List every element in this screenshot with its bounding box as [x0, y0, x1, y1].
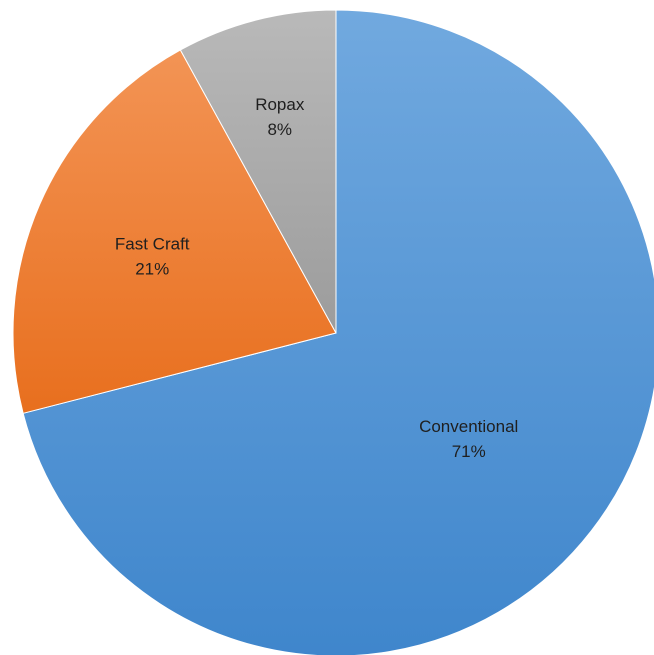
- pie-label-percent: 71%: [452, 442, 486, 461]
- pie-label-category: Conventional: [419, 417, 518, 436]
- pie-slices: [13, 10, 654, 655]
- pie-label-percent: 21%: [135, 259, 169, 278]
- pie-label-category: Ropax: [255, 95, 305, 114]
- pie-label-percent: 8%: [267, 120, 292, 139]
- pie-label-category: Fast Craft: [115, 234, 190, 253]
